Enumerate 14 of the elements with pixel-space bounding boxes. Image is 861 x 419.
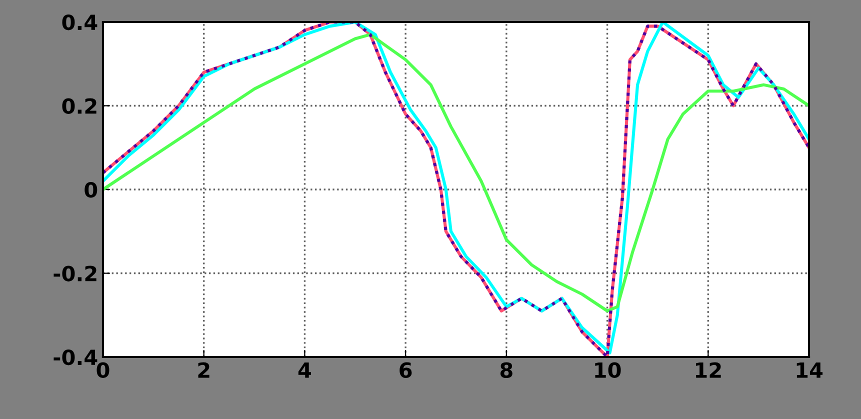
x-tick-label: 12 (696, 362, 721, 378)
y-tick-label: 0.2 (62, 98, 96, 114)
x-tick-label: 14 (796, 362, 823, 378)
y-tick-label: 0 (84, 182, 98, 198)
x-tick-label: 6 (400, 362, 412, 378)
x-tick-label: 2 (198, 362, 210, 378)
x-tick-label: 8 (500, 362, 512, 378)
y-tick-label: -0.2 (54, 266, 96, 282)
x-tick-label: 0 (96, 362, 110, 378)
x-tick-label: 10 (595, 362, 621, 378)
x-tick-label: 4 (298, 362, 312, 378)
y-tick-label: -0.4 (54, 349, 98, 366)
y-tick-label: 0.4 (62, 14, 98, 30)
line-series (103, 33, 809, 312)
